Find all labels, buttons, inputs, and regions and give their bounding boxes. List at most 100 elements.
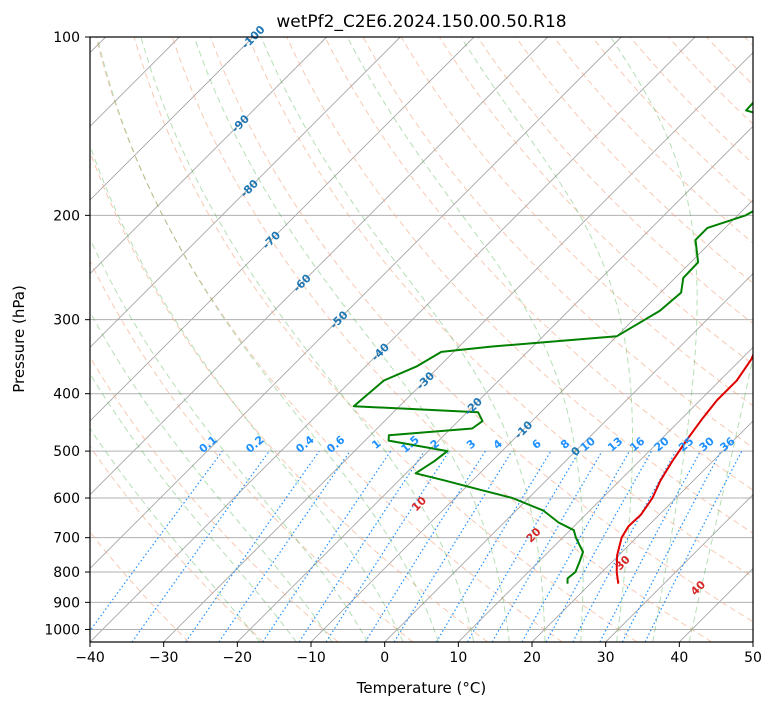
moist-adiabat-line [96, 37, 439, 642]
mixing-ratio-line [131, 450, 270, 642]
mixing-ratio-label: 0.1 [197, 433, 220, 455]
mixing-ratio-line [262, 450, 392, 642]
chart-title: wetPf2_C2E6.2024.150.00.50.R18 [276, 12, 566, 32]
mixing-ratio-line [364, 450, 486, 642]
moist-adiabat-label: 40 [688, 578, 708, 598]
isotherm-label: -20 [462, 395, 485, 418]
isotherm-label: -30 [414, 369, 437, 392]
y-tick-label: 200 [53, 208, 80, 224]
dry-adiabat-line [324, 37, 753, 491]
mixing-ratio-line [218, 450, 351, 642]
mixing-ratio-line [572, 450, 677, 642]
moist-adiabat-line [610, 37, 698, 642]
dry-adiabat-line [286, 37, 753, 534]
y-tick-label: 1000 [44, 622, 80, 638]
mixing-ratio-line [325, 450, 450, 642]
y-tick-label: 400 [53, 387, 80, 403]
isotherm-line [90, 37, 622, 569]
isotherm-label: -40 [369, 340, 392, 363]
moist-adiabat-line [90, 427, 261, 642]
x-tick-label: 10 [449, 650, 467, 666]
isotherm-label: -80 [238, 177, 261, 200]
x-tick-label: 40 [670, 650, 688, 666]
dry-adiabat-line [744, 37, 753, 47]
moist-adiabat-line [346, 37, 584, 642]
moist-adiabat-line [90, 372, 297, 642]
mixing-ratio-label: 0.6 [324, 433, 348, 456]
isotherm-line [237, 125, 753, 642]
isotherm-label: -90 [229, 112, 252, 135]
mixing-ratio-label: 1 [369, 437, 383, 452]
dry-adiabat-line [591, 37, 753, 204]
plot-area [90, 37, 753, 642]
isotherm-label: -60 [291, 271, 314, 294]
moist-adiabat-label: 10 [409, 494, 429, 514]
isotherm-line [458, 346, 753, 642]
dry-adiabat-line [90, 259, 414, 642]
y-tick-label: 300 [53, 313, 80, 329]
moist-adiabat-line [90, 144, 404, 642]
x-tick-label: −20 [223, 650, 253, 666]
isotherm-line [90, 37, 475, 422]
dewpoint-profile-line [352, 101, 753, 584]
axis-layer: −40 −30 −20 −10 0 10 20 30 40 5010020030040050060… [44, 30, 762, 666]
x-tick-label: −10 [296, 650, 326, 666]
mixing-ratio-label: 6 [530, 437, 544, 452]
dry-adiabat-line [248, 37, 753, 578]
isotherm-line [310, 199, 753, 642]
x-tick-label: −40 [75, 650, 105, 666]
mixing-ratio-line [545, 450, 653, 642]
mixing-ratio-line [521, 450, 631, 642]
isotherm-line [90, 37, 254, 201]
moist-adiabat-line [140, 37, 475, 642]
mixing-ratio-line [435, 450, 552, 642]
x-tick-label: 0 [380, 650, 389, 666]
isotherm-line [90, 37, 401, 348]
series-layer [352, 101, 753, 584]
temperature-profile-line [615, 352, 753, 584]
moist-adiabat-line [688, 355, 753, 642]
isotherm-line [679, 567, 753, 642]
dry-adiabat-line [668, 37, 753, 125]
dry-adiabat-line [706, 37, 753, 86]
mixing-ratio-line [599, 450, 702, 642]
mixing-ratio-label: 0.2 [243, 433, 266, 455]
mixing-ratio-line [90, 450, 223, 632]
isotherm-label: -70 [260, 228, 283, 251]
moist-adiabat-line [260, 37, 546, 642]
moist-adiabat-line [90, 237, 369, 642]
x-tick-label: 50 [744, 650, 762, 666]
mixing-ratio-line [393, 450, 513, 642]
dry-adiabat-line [171, 37, 712, 642]
isotherm-label: -10 [512, 418, 535, 441]
isotherm-line [605, 494, 753, 642]
dry-adiabat-line [90, 356, 339, 642]
moist-adiabat-line [90, 310, 333, 642]
y-tick-label: 500 [53, 444, 80, 460]
moist-adiabat-line [460, 37, 633, 642]
dry-adiabat-line [133, 37, 638, 642]
x-axis-label: Temperature (°C) [356, 679, 486, 697]
isotherm-line [90, 37, 327, 275]
mixing-ratio-line [185, 450, 320, 642]
dry-adiabat-line [90, 150, 488, 642]
isotherm-line [90, 37, 696, 642]
y-tick-label: 700 [53, 531, 80, 547]
moist-adiabat-label: 20 [524, 525, 544, 545]
dry-adiabat-line [90, 531, 190, 642]
y-tick-label: 800 [53, 565, 80, 581]
y-tick-label: 900 [53, 595, 80, 611]
dry-adiabat-line [210, 37, 753, 623]
dry-adiabat-line [95, 37, 563, 642]
isotherm-label: -50 [327, 308, 350, 331]
isotherm-line [90, 37, 548, 496]
x-tick-label: 30 [597, 650, 615, 666]
mixing-ratio-label: 1.5 [399, 433, 422, 455]
isotherm-line [752, 641, 753, 642]
y-tick-label: 600 [53, 491, 80, 507]
isotherm-line [163, 52, 753, 642]
mixing-ratio-line [644, 450, 743, 642]
x-tick-label: −30 [149, 650, 179, 666]
mixing-ratio-label: 3 [464, 437, 478, 452]
